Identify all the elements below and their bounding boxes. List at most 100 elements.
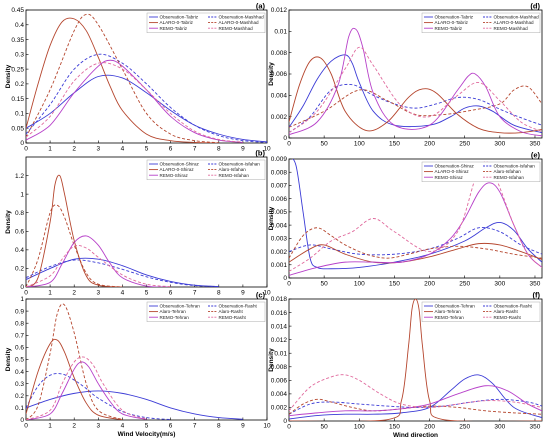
y-tick-label: 0.1: [15, 405, 24, 412]
series-line: [26, 338, 123, 420]
panel-c: 0 1 2 3 4 5 6 7 8 9 1000.10.20.30.40.50.60.70.80.9…: [5, 291, 271, 439]
series-line: [26, 259, 219, 287]
y-axis-label: Density: [268, 348, 275, 372]
panel-f: 0 50 100 150 200 250 300 350 0 0.002 0.004 0.006 0.0…: [268, 291, 543, 439]
y-tick-label: 0: [283, 275, 287, 282]
x-tick-label: 200: [424, 281, 435, 288]
y-tick-label: 0.01: [274, 29, 287, 36]
legend-entry: REMO-Mashhad: [219, 26, 254, 31]
x-tick-label: 10: [263, 290, 271, 297]
x-tick-label: 5: [145, 423, 149, 430]
series-line: [26, 174, 123, 287]
y-tick-label: 0.05: [11, 125, 24, 132]
legend-entry: Observation-Shiraz: [160, 162, 200, 167]
x-tick-label: 9: [241, 290, 245, 297]
y-tick-label: 0.009: [271, 156, 288, 163]
series-line: [26, 361, 147, 420]
x-tick-label: 9: [241, 423, 245, 430]
y-tick-label: 0.15: [11, 96, 24, 103]
legend-entry: REMO-Mashhad: [494, 26, 529, 31]
x-tick-label: 0: [287, 424, 291, 431]
x-tick-label: 10: [263, 423, 271, 430]
x-tick-label: 200: [424, 424, 435, 431]
series-line: [26, 244, 171, 287]
y-tick-label: 0.7: [15, 333, 24, 340]
x-tick-label: 350: [530, 281, 541, 288]
y-tick-label: 1: [20, 191, 24, 198]
legend-box: [421, 161, 541, 182]
x-tick-label: 150: [389, 424, 400, 431]
y-tick-label: 0.018: [271, 296, 288, 303]
series-line: [289, 83, 542, 134]
y-tick-label: 1: [20, 296, 24, 303]
panel-b: 0 1 2 3 4 5 6 7 8 9 1000.20.40.60.811.2Observation…: [5, 149, 271, 297]
y-tick-label: 0.2: [15, 81, 24, 88]
y-tick-label: 0.003: [271, 236, 288, 243]
series-group: [289, 299, 542, 421]
y-tick-label: 0.006: [271, 378, 288, 385]
x-tick-label: 1: [48, 290, 52, 297]
y-tick-label: 0.007: [271, 183, 288, 190]
panel-label: (e): [531, 151, 541, 160]
legend-entry: ALARO-0-Mashhad: [494, 20, 535, 25]
x-tick-label: 2: [72, 423, 76, 430]
y-tick-label: 0.002: [271, 249, 288, 256]
x-tick-label: 300: [494, 424, 505, 431]
y-tick-label: 0.9: [15, 308, 24, 315]
legend-entry: REMO-Shiraz: [435, 175, 464, 180]
legend-box: [146, 159, 266, 180]
y-tick-label: 0.3: [15, 381, 24, 388]
y-tick-label: 0.3: [15, 52, 24, 59]
series-line: [289, 27, 542, 137]
series-line: [289, 299, 542, 421]
y-tick-label: 0.004: [271, 391, 288, 398]
x-tick-label: 350: [530, 141, 541, 148]
x-tick-label: 4: [121, 146, 125, 153]
series-line: [26, 74, 267, 143]
y-tick-label: 0.25: [11, 66, 24, 73]
x-tick-label: 4: [121, 290, 125, 297]
y-tick-label: 0.4: [15, 247, 24, 254]
legend-entry: REMO-Isfahan: [494, 175, 525, 180]
legend-entry: REMO-Rasht: [494, 315, 522, 320]
legend-box: [146, 12, 266, 33]
y-tick-label: 0.008: [271, 50, 288, 57]
series-line: [289, 385, 542, 417]
legend-entry: Observation-Tabriz: [435, 15, 474, 20]
x-tick-label: 8: [217, 146, 221, 153]
legend-entry: ALARO-0-Tabriz: [435, 20, 469, 25]
y-tick-label: 0.01: [274, 350, 287, 357]
y-tick-label: 0.2: [15, 266, 24, 273]
legend-entry: REMO-Tabriz: [160, 26, 188, 31]
legend-entry: Observation-Tehran: [160, 304, 201, 309]
x-tick-label: 5: [145, 146, 149, 153]
x-tick-label: 0: [287, 141, 291, 148]
series-line: [289, 227, 542, 256]
series-line: [26, 235, 171, 287]
x-tick-label: 0: [24, 290, 28, 297]
y-tick-label: 0.012: [271, 7, 288, 14]
y-tick-label: 0.016: [271, 310, 288, 317]
x-tick-label: 7: [193, 423, 197, 430]
legend-entry: Observation-Isfahan: [494, 164, 536, 169]
x-tick-label: 2: [72, 290, 76, 297]
legend: Observation-Tabriz Observation-MashhadALA…: [146, 12, 266, 33]
legend-box: [146, 301, 266, 322]
series-group: [26, 174, 219, 287]
panel-label: (f): [533, 291, 541, 300]
legend-entry: Observation-Isfahan: [219, 162, 261, 167]
y-tick-label: 0.001: [271, 262, 288, 269]
series-line: [289, 46, 542, 134]
legend: Observation-Tehran Observation-RashtAlaro…: [146, 301, 266, 322]
y-tick-label: 0.004: [271, 222, 288, 229]
series-line: [292, 159, 542, 270]
legend-entry: REMO-Tehran: [435, 315, 465, 320]
x-tick-label: 1: [48, 146, 52, 153]
y-axis-label: Density: [5, 64, 12, 88]
x-tick-label: 8: [217, 423, 221, 430]
x-axis-label: Wind direction: [393, 432, 438, 439]
y-tick-label: 0: [283, 418, 287, 425]
y-tick-label: 0.6: [15, 228, 24, 235]
x-tick-label: 4: [121, 423, 125, 430]
